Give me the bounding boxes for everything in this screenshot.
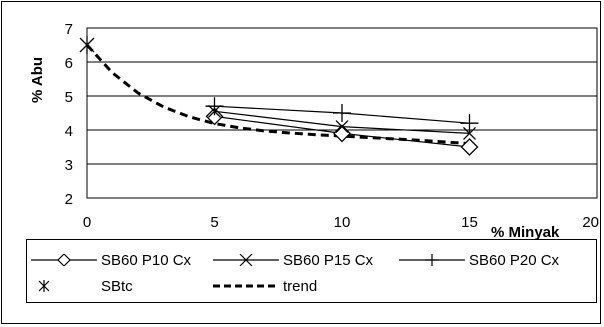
legend-key-diamond	[31, 254, 97, 266]
plus-marker	[333, 104, 351, 122]
legend-item-sb60-p15-cx: SB60 P15 Cx	[213, 250, 373, 270]
x-tick-label: 15	[461, 214, 478, 231]
series-trend	[85, 43, 470, 146]
legend-label: SBtc	[101, 277, 133, 295]
series-sb60-p20-cx	[205, 97, 479, 133]
legend-key-dashed	[213, 284, 279, 288]
y-tick-label: 2	[65, 191, 73, 208]
diamond-marker	[460, 138, 479, 156]
legend-key-star	[38, 280, 50, 292]
diamond-marker	[205, 107, 224, 126]
legend-label: SB60 P20 Cx	[469, 251, 560, 269]
legend-item-sb60-p10-cx: SB60 P10 Cx	[31, 250, 191, 270]
x-marker	[463, 126, 476, 140]
legend-label: trend	[283, 277, 318, 295]
plus-marker	[460, 114, 479, 133]
y-tick-label: 6	[65, 55, 73, 72]
x-marker	[335, 120, 349, 134]
x-tick-label: 0	[83, 214, 91, 231]
plus-marker	[205, 97, 224, 116]
legend-item-sbtc: SBtc	[31, 276, 133, 296]
legend-item-sb60-p20-cx: SB60 P20 Cx	[399, 250, 559, 270]
legend-label: SB60 P10 Cx	[101, 251, 192, 269]
x-tick-label: 10	[334, 214, 351, 231]
legend-item-trend: trend	[213, 276, 317, 296]
gridlines	[87, 61, 597, 165]
series-layer	[79, 36, 479, 156]
y-tick-label: 7	[65, 21, 73, 38]
legend: SB60 P10 Cx SB60 P15 Cx SB60 P20 Cx SBtc	[26, 239, 597, 303]
tick-labels: 2 3 4 5 6 7 0 5 10 15 20	[65, 21, 599, 231]
y-tick-label: 5	[65, 89, 73, 106]
x-tick-label: 5	[210, 214, 218, 231]
series-line	[85, 43, 470, 146]
legend-key-plus	[399, 254, 465, 266]
series-sb60-p10-cx	[205, 107, 479, 156]
diamond-marker	[333, 124, 351, 143]
y-tick-label: 4	[65, 123, 73, 140]
series-sbtc	[79, 36, 95, 54]
legend-label: SB60 P15 Cx	[283, 251, 374, 269]
x-axis-label: % Minyak	[491, 224, 560, 241]
star-marker	[79, 36, 95, 54]
x-tick-label: 20	[582, 214, 599, 231]
y-axis-label: % Abu	[29, 57, 46, 103]
legend-key-x	[213, 254, 279, 266]
y-tick-label: 3	[65, 157, 73, 174]
plot-area	[86, 27, 598, 199]
